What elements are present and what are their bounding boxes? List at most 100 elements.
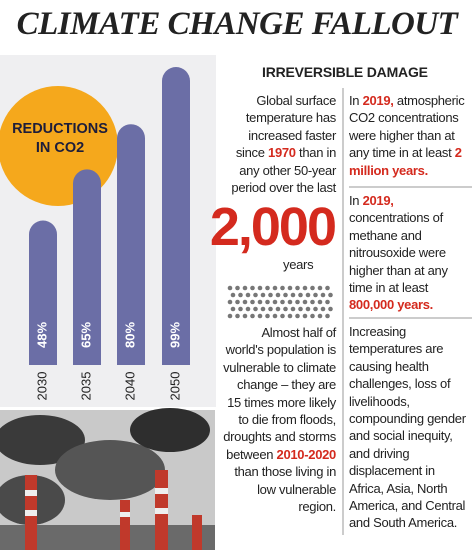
person (328, 306, 333, 312)
person (302, 299, 308, 305)
person (295, 285, 300, 291)
person (275, 306, 281, 312)
person (238, 292, 243, 298)
person (310, 285, 315, 291)
fact-block: In 2019, concentrations of methane and n… (349, 192, 471, 314)
person (242, 313, 248, 319)
person (287, 313, 293, 319)
chart-layer: 48% 2030 65% 2035 80% 2040 99% 2050 (29, 67, 190, 400)
person (287, 299, 293, 305)
person (317, 299, 323, 305)
bar (117, 124, 145, 366)
person (257, 299, 263, 305)
text: In (349, 193, 363, 208)
bar (29, 220, 57, 365)
text: Increasing temperatures are causing heal… (349, 324, 466, 531)
person (235, 285, 240, 291)
value-label: 48% (34, 322, 49, 348)
value-label: 80% (122, 322, 137, 348)
person (320, 292, 326, 298)
person (298, 292, 303, 298)
intro-text: Global surface temperature has increased… (222, 92, 336, 196)
person (250, 299, 255, 305)
person (235, 299, 240, 305)
text: than those living in low vulnerable regi… (234, 464, 336, 515)
person (227, 285, 233, 291)
person (272, 285, 278, 291)
person (320, 306, 326, 312)
person (298, 306, 303, 312)
highlight: 2 million years. (349, 145, 462, 178)
person (253, 306, 258, 312)
person (265, 313, 270, 319)
person (268, 306, 273, 312)
person (302, 285, 308, 291)
bar (73, 169, 101, 365)
person (275, 292, 281, 298)
person (280, 299, 285, 305)
person (290, 306, 296, 312)
person (265, 285, 270, 291)
person (302, 313, 308, 319)
fact-block: In 2019, atmospheric CO2 concentrations … (349, 92, 471, 179)
text: Almost half of world's population is vul… (223, 325, 336, 462)
person (325, 285, 330, 291)
text: atmospheric CO2 concentrations were high… (349, 93, 465, 161)
person (242, 299, 248, 305)
person (325, 299, 330, 305)
highlight: 2010-2020 (276, 446, 337, 462)
person (265, 299, 270, 305)
person (235, 313, 240, 319)
person (257, 313, 263, 319)
person (242, 285, 248, 291)
fact-block: Increasing temperatures are causing heal… (349, 323, 471, 532)
person (245, 292, 251, 298)
person (227, 299, 233, 305)
highlight: 1970 (268, 145, 296, 161)
person (310, 313, 315, 319)
person (260, 292, 266, 298)
text: Global surface temperature has increased… (235, 93, 336, 161)
text: than in any other 50-year period over th… (231, 145, 336, 196)
person (290, 292, 296, 298)
person (317, 285, 323, 291)
person (313, 306, 318, 312)
value-label: 99% (167, 322, 182, 348)
person (287, 285, 293, 291)
person (280, 313, 285, 319)
person (295, 299, 300, 305)
person (313, 292, 318, 298)
x-tick-label: 2035 (78, 372, 93, 401)
person (250, 285, 255, 291)
x-tick-label: 2050 (167, 372, 182, 401)
person (253, 292, 258, 298)
highlight: 2019, (362, 93, 394, 108)
person (305, 292, 311, 298)
x-tick-label: 2040 (122, 372, 137, 401)
person (245, 306, 251, 312)
population-text: Almost half of world's population is vul… (222, 324, 336, 515)
person (328, 292, 333, 298)
text: concentrations of methane and nitrousoxi… (349, 210, 448, 296)
person (283, 292, 288, 298)
highlight: 2019, (362, 193, 394, 208)
person (260, 306, 266, 312)
highlight: 800,000 years. (349, 297, 433, 313)
person (325, 313, 330, 319)
bar (162, 67, 190, 365)
big-number: 2,000 (209, 197, 337, 257)
person (305, 306, 311, 312)
page-title: CLIMATE CHANGE FALLOUT (16, 6, 458, 42)
person (295, 313, 300, 319)
person (238, 306, 243, 312)
person (227, 313, 233, 319)
section-title: IRREVERSIBLE DAMAGE (262, 64, 428, 80)
text: In (349, 93, 363, 108)
person (280, 285, 285, 291)
person (257, 285, 263, 291)
person (272, 299, 278, 305)
person (272, 313, 278, 319)
crowd-icon (227, 285, 333, 319)
